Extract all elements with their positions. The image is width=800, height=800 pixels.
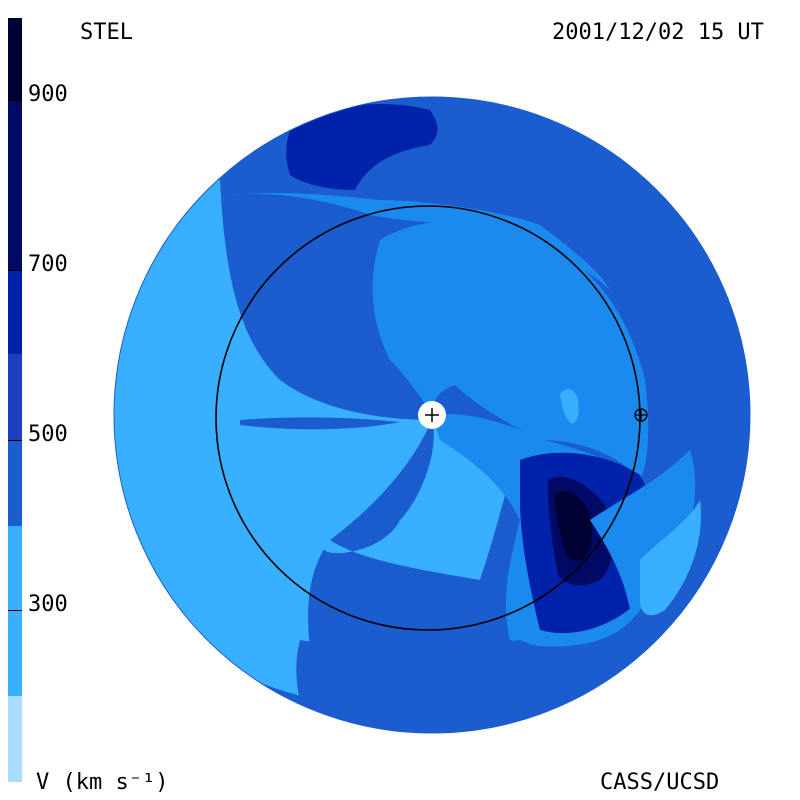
very-fast-wind-peak [555, 490, 593, 562]
colorbar-segment [8, 440, 22, 526]
colorbar-segment [8, 270, 22, 354]
disc-boundary [113, 96, 751, 734]
colorbar-tick-label: 700 [28, 252, 68, 277]
colorbar-tick-label: 300 [28, 592, 68, 617]
streamer-ray [240, 417, 400, 430]
slow-wind-region-west [114, 180, 432, 700]
colorbar-segment [8, 696, 22, 782]
colorbar-tick [8, 440, 22, 441]
colorbar-segment [8, 354, 22, 440]
credit-label: CASS/UCSD [600, 770, 720, 795]
velocity-unit-label: V (km s⁻¹) [36, 770, 169, 795]
medium-wind-region-east [372, 221, 649, 480]
colorbar-segment [8, 526, 22, 696]
colorbar-tick [8, 100, 22, 101]
colorbar-segment [8, 100, 22, 270]
slow-wind-patch-small [560, 388, 579, 424]
colorbar-tick-label: 900 [28, 82, 68, 107]
velocity-colorbar [8, 18, 22, 782]
colorbar-tick [8, 610, 22, 611]
colorbar-tick-label: 500 [28, 422, 68, 447]
earth-icon [634, 408, 648, 422]
timestamp-label: 2001/12/02 15 UT [552, 20, 764, 45]
slow-wind-patch-far-east [640, 500, 701, 616]
colorbar-segment [8, 18, 22, 100]
colorbar-tick [8, 270, 22, 271]
instrument-label: STEL [80, 20, 133, 45]
fast-wind-region-north [286, 104, 438, 190]
earth-orbit-circle [215, 205, 641, 631]
